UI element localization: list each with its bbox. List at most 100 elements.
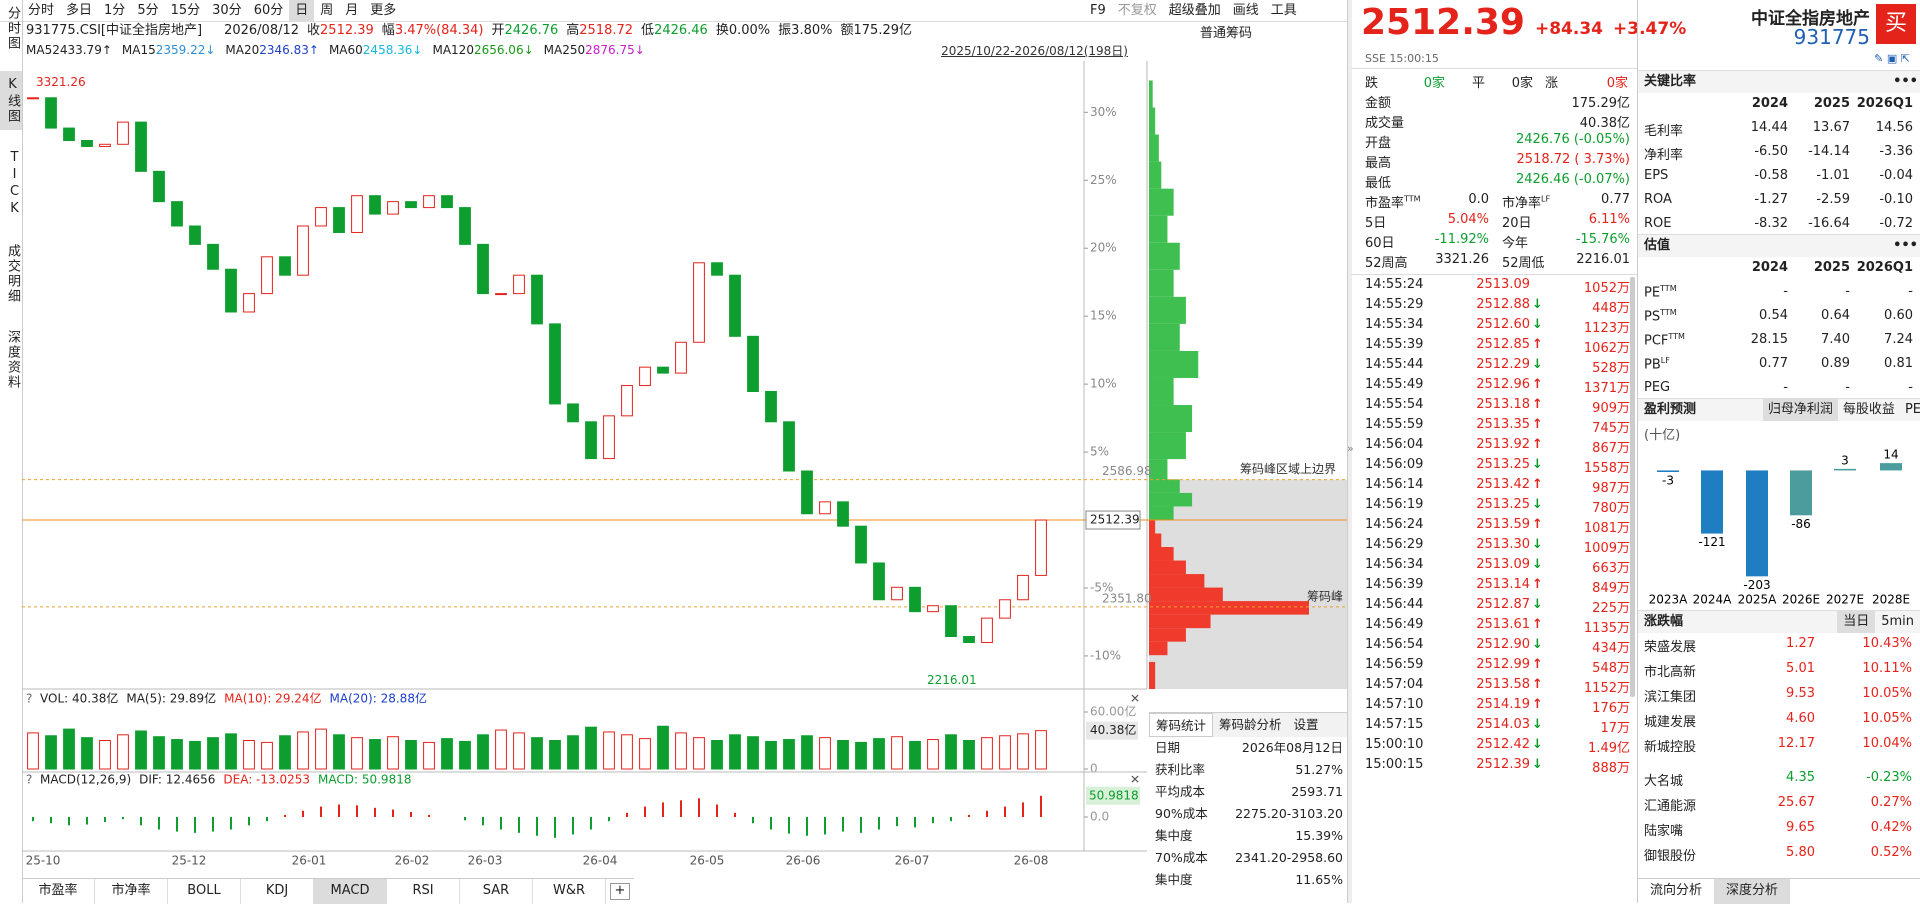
row-value: -16.64 [1808, 216, 1850, 231]
side-tab[interactable]: K线图 [0, 71, 22, 130]
trade-volume: 909万 [1592, 401, 1630, 416]
chip-bar [1149, 296, 1186, 324]
section-header: 涨跌幅 当日 5min [1638, 610, 1920, 633]
indicator-tab[interactable]: BOLL [168, 879, 241, 904]
buy-button[interactable]: 买 [1876, 4, 1916, 44]
side-tab[interactable]: TICK [7, 150, 22, 218]
pair-sup: TTM [1404, 194, 1421, 204]
right-tab[interactable]: 流向分析 [1650, 883, 1703, 898]
trade-time: 14:56:09 [1365, 457, 1424, 472]
row-value: 13.67 [1812, 120, 1850, 135]
trade-volume: 888万 [1592, 761, 1630, 776]
row-label: ROA [1644, 192, 1672, 207]
period-tab[interactable]: 多日 [66, 3, 93, 18]
pair-sup: LF [1541, 194, 1551, 204]
volume-bar [531, 737, 543, 770]
volume-bar [171, 739, 183, 770]
pair-name: 市盈率 [1365, 196, 1405, 211]
chip-tab[interactable]: 设置 [1293, 717, 1319, 732]
x-tick-label: 26-08 [1014, 854, 1049, 868]
trade-price: 2512.88 [1476, 297, 1530, 312]
forecast-tab[interactable]: PE [1904, 402, 1920, 417]
tool-button[interactable]: 不复权 [1117, 3, 1157, 18]
date-range[interactable]: 2025/10/22-2026/08/12(198日) [941, 44, 1128, 58]
mover-tab[interactable]: 当日 [1837, 611, 1876, 633]
trade-time: 14:57:10 [1365, 697, 1424, 712]
period-tab[interactable]: 更多 [370, 3, 397, 18]
ma-item: MA152359.22↓ [122, 41, 216, 60]
period-tab[interactable]: 30分 [212, 3, 242, 18]
candle [477, 243, 489, 295]
trade-price: 2512.29 [1476, 357, 1530, 372]
volume-bar [297, 731, 309, 770]
indicator-tab[interactable]: KDJ [241, 879, 314, 904]
period-tab[interactable]: 5分 [137, 3, 159, 18]
candle [63, 127, 75, 142]
quote-label: 高 [566, 23, 580, 38]
last-price: 2512.39 [1361, 2, 1525, 43]
row-label: EPS [1644, 168, 1668, 183]
chip-tab[interactable]: 筹码统计 [1149, 713, 1214, 737]
period-tab[interactable]: 分时 [28, 3, 55, 18]
tool-button[interactable]: 画线 [1232, 3, 1259, 18]
tool-button[interactable]: 工具 [1270, 3, 1297, 18]
right-tabs: 流向分析 深度分析 [1638, 878, 1920, 904]
trade-arrow: ↓ [1532, 597, 1543, 612]
mover-price: 5.80 [1786, 845, 1815, 860]
period-tab[interactable]: 日 [289, 0, 315, 21]
forecast-value: 3 [1841, 453, 1849, 467]
chip-bar [1149, 533, 1162, 548]
row-name: ROA [1644, 192, 1672, 207]
candle [729, 274, 741, 337]
trade-time: 14:56:14 [1365, 477, 1424, 492]
stat-value: 40.38亿 [1579, 116, 1630, 131]
volume-bar [153, 736, 165, 770]
period-tab[interactable]: 15分 [170, 3, 201, 18]
side-tab[interactable]: 成交明细 [5, 244, 20, 304]
indicator-tab[interactable]: SAR [460, 879, 533, 904]
volume-bar [225, 733, 237, 770]
tool-button[interactable]: 超级叠加 [1168, 3, 1221, 18]
stat-value: 51.27% [1295, 762, 1343, 777]
chip-bar [1149, 161, 1162, 189]
indicator-tab[interactable]: MACD [314, 879, 387, 904]
volume-bar [765, 740, 777, 770]
volume-bar [891, 736, 903, 770]
indicator-tab[interactable]: 市净率 [95, 879, 168, 904]
trade-price: 2512.39 [1476, 757, 1530, 772]
trade-time: 14:56:34 [1365, 557, 1424, 572]
right-tab[interactable]: 深度分析 [1714, 879, 1791, 904]
period-tab[interactable]: 1分 [104, 3, 126, 18]
chip-tab[interactable]: 筹码龄分析 [1219, 717, 1282, 732]
pair-label: 市盈率TTM [1365, 192, 1421, 211]
side-tab[interactable]: 深度资料 [5, 330, 20, 390]
stat-label: 金额 [1365, 96, 1392, 111]
ma-value: 2458.36↓ [362, 43, 423, 57]
column-header: 2024 [1751, 260, 1788, 275]
quote-label: 振 [778, 23, 792, 38]
forecast-tab[interactable]: 每股收益 [1842, 402, 1895, 417]
side-tab[interactable]: 分时图 [5, 6, 20, 51]
volume-bar [63, 728, 75, 770]
trade-arrow: ↓ [1532, 357, 1543, 372]
volume-bar [99, 740, 111, 770]
indicator-tab[interactable]: RSI [387, 879, 460, 904]
mover-name: 城建发展 [1644, 715, 1697, 730]
forecast-tab[interactable]: 归母净利润 [1762, 399, 1838, 421]
period-tab[interactable]: 月 [345, 3, 359, 18]
tool-button[interactable]: F9 [1090, 3, 1106, 18]
candle [1035, 519, 1047, 576]
candle [819, 501, 831, 515]
indicator-tab[interactable]: 市盈率 [22, 879, 95, 904]
volume-bar [387, 736, 399, 770]
instrument-code: 931775 [1793, 25, 1870, 49]
volume-bar [135, 730, 147, 770]
mover-tab[interactable]: 5min [1881, 614, 1914, 629]
mover-pct: 10.05% [1862, 686, 1912, 701]
indicator-tab[interactable]: W&R [533, 879, 606, 904]
period-tab[interactable]: 60分 [253, 3, 284, 18]
candle [711, 262, 723, 276]
period-tab[interactable]: 周 [320, 3, 334, 18]
candle [459, 207, 471, 245]
column-header: 2026Q1 [1856, 260, 1913, 275]
